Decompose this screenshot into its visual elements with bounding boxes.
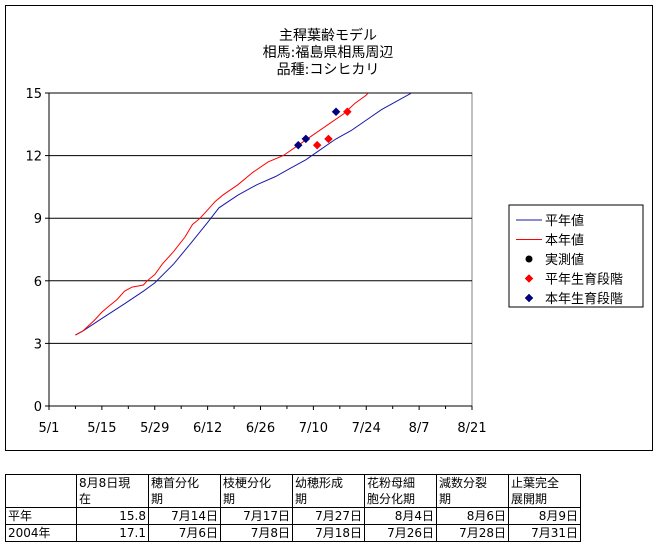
x-tick-label: 6/12	[193, 421, 222, 436]
row-label: 2004年	[5, 524, 77, 542]
table-cell: 7月31日	[508, 524, 581, 542]
x-tick-label: 7/24	[352, 421, 381, 436]
table-cell: 7月14日	[148, 507, 221, 525]
table-cell: 15.8	[76, 507, 149, 525]
chart-title-line-3: 品種:コシヒカリ	[277, 62, 380, 78]
legend-diamond-swatch	[524, 274, 534, 283]
normal-stage-point	[324, 134, 333, 144]
y-tick-label: 15	[25, 87, 42, 102]
x-tick-label: 8/7	[409, 421, 430, 436]
legend-dot-swatch	[525, 255, 533, 263]
x-tick-label: 6/26	[246, 421, 275, 436]
table-cell: 7月26日	[364, 524, 437, 542]
table-header-cell: 8月8日現 在	[76, 474, 149, 508]
table-header-cell: 幼穂形成 期	[292, 474, 365, 508]
legend-label: 本年生育段階	[545, 291, 623, 307]
this-year-stage-point	[293, 140, 303, 150]
chart-title-line-1: 主稈葉齢モデル	[279, 27, 377, 44]
table-header-cell: 減数分裂 期	[436, 474, 509, 508]
axis-layer: 0 3 6 9 12 15 5/1 5/15 5/29 6/12 6/26 7/10 7/24 8/7 8/…	[25, 87, 486, 436]
x-tick-label: 7/10	[299, 421, 328, 436]
x-tick-label: 5/15	[87, 421, 116, 436]
points-layer	[293, 107, 352, 150]
this-year-stage-point	[331, 107, 341, 117]
table-header-cell: 花粉母細 胞分化期	[364, 474, 437, 508]
this-year-stage-point	[301, 134, 311, 144]
series-layer	[75, 93, 413, 336]
table-header-row: 8月8日現 在 穂首分化 期 枝梗分化 期 幼穂形成 期 花粉母細 胞分化期 減…	[5, 474, 581, 508]
table-cell: 8月6日	[436, 507, 509, 525]
row-label: 平年	[5, 507, 77, 525]
table-row: 2004年 17.1 7月6日 7月8日 7月18日 7月26日 7月28日 7…	[5, 524, 581, 542]
table-cell: 7月18日	[292, 524, 365, 542]
chart-title-line-2: 相馬:福島県相馬周辺	[263, 45, 394, 61]
table-row: 平年 15.8 7月14日 7月17日 7月27日 8月4日 8月6日 8月9日	[5, 507, 581, 525]
grid-layer	[49, 92, 472, 344]
y-tick-label: 6	[34, 275, 42, 290]
series-line-normal-year	[75, 93, 413, 336]
table-cell: 7月8日	[220, 524, 293, 542]
legend-label: 実測値	[545, 252, 584, 268]
table-header-cell: 穂首分化 期	[148, 474, 221, 508]
table-header-cell: 枝梗分化 期	[220, 474, 293, 508]
y-tick-label: 12	[25, 150, 42, 165]
x-tick-label: 8/21	[457, 421, 486, 436]
normal-stage-point	[343, 107, 352, 117]
table-cell: 17.1	[76, 524, 149, 542]
y-tick-label: 0	[34, 400, 42, 415]
legend-label: 平年値	[545, 213, 584, 229]
chart-frame: 主稈葉齢モデル 相馬:福島県相馬周辺 品種:コシヒカリ 0 3 6 9 12 15 5/1 5…	[5, 5, 653, 451]
plot-area	[48, 92, 473, 407]
table-header-cell: 止葉完全 展開期	[508, 474, 581, 508]
normal-stage-point	[312, 140, 322, 150]
legend-label: 本年値	[545, 233, 584, 249]
table-cell: 7月27日	[292, 507, 365, 525]
y-tick-label: 9	[34, 212, 42, 227]
table-header-cell	[5, 474, 77, 508]
legend-label: 平年生育段階	[545, 272, 623, 288]
table-cell: 7月6日	[148, 524, 221, 542]
x-tick-label: 5/1	[39, 421, 60, 436]
x-tick-label: 5/29	[140, 421, 169, 436]
y-tick-label: 3	[34, 337, 42, 352]
legend-box	[508, 204, 644, 308]
table-cell: 8月4日	[364, 507, 437, 525]
legend-diamond-swatch	[524, 293, 534, 303]
table-cell: 7月17日	[220, 507, 293, 525]
table-cell: 7月28日	[436, 524, 509, 542]
growth-stage-table: 8月8日現 在 穂首分化 期 枝梗分化 期 幼穂形成 期 花粉母細 胞分化期 減…	[5, 474, 581, 542]
series-line-this-year	[75, 93, 369, 336]
table-cell: 8月9日	[508, 507, 581, 525]
